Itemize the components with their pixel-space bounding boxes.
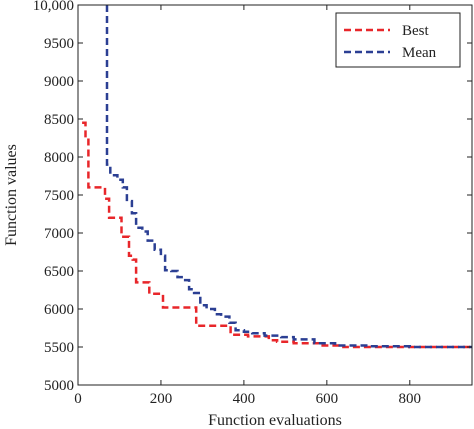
y-tick-label: 6000 <box>44 302 74 318</box>
y-axis-title: Function values <box>3 144 20 246</box>
x-tick-label: 400 <box>233 391 256 407</box>
legend-label-best: Best <box>402 23 430 39</box>
y-tick-label: 6500 <box>44 264 74 280</box>
y-tick-label: 8000 <box>44 150 74 166</box>
y-tick-label: 5500 <box>44 340 74 356</box>
y-tick-label: 5000 <box>44 378 74 394</box>
series-line-best <box>82 121 472 349</box>
legend: Best Mean <box>335 12 461 68</box>
tick-layer: 0 200 400 600 800 5000 5500 6000 6500 7000 7500 800… <box>33 0 472 407</box>
y-tick-label: 8500 <box>44 112 74 128</box>
x-tick-label: 200 <box>150 391 173 407</box>
legend-label-mean: Mean <box>402 45 437 61</box>
x-axis-title: Function evaluations <box>208 412 342 429</box>
y-tick-label: 7000 <box>44 226 74 242</box>
series-layer <box>82 5 472 349</box>
y-tick-label: 9500 <box>44 36 74 52</box>
y-tick-label: 9000 <box>44 74 74 90</box>
legend-box <box>335 12 461 68</box>
x-tick-label: 800 <box>399 391 422 407</box>
series-line-mean <box>105 5 472 349</box>
x-tick-label: 0 <box>74 391 82 407</box>
y-tick-label: 10,000 <box>33 0 74 14</box>
y-tick-label: 7500 <box>44 188 74 204</box>
x-tick-label: 600 <box>316 391 339 407</box>
